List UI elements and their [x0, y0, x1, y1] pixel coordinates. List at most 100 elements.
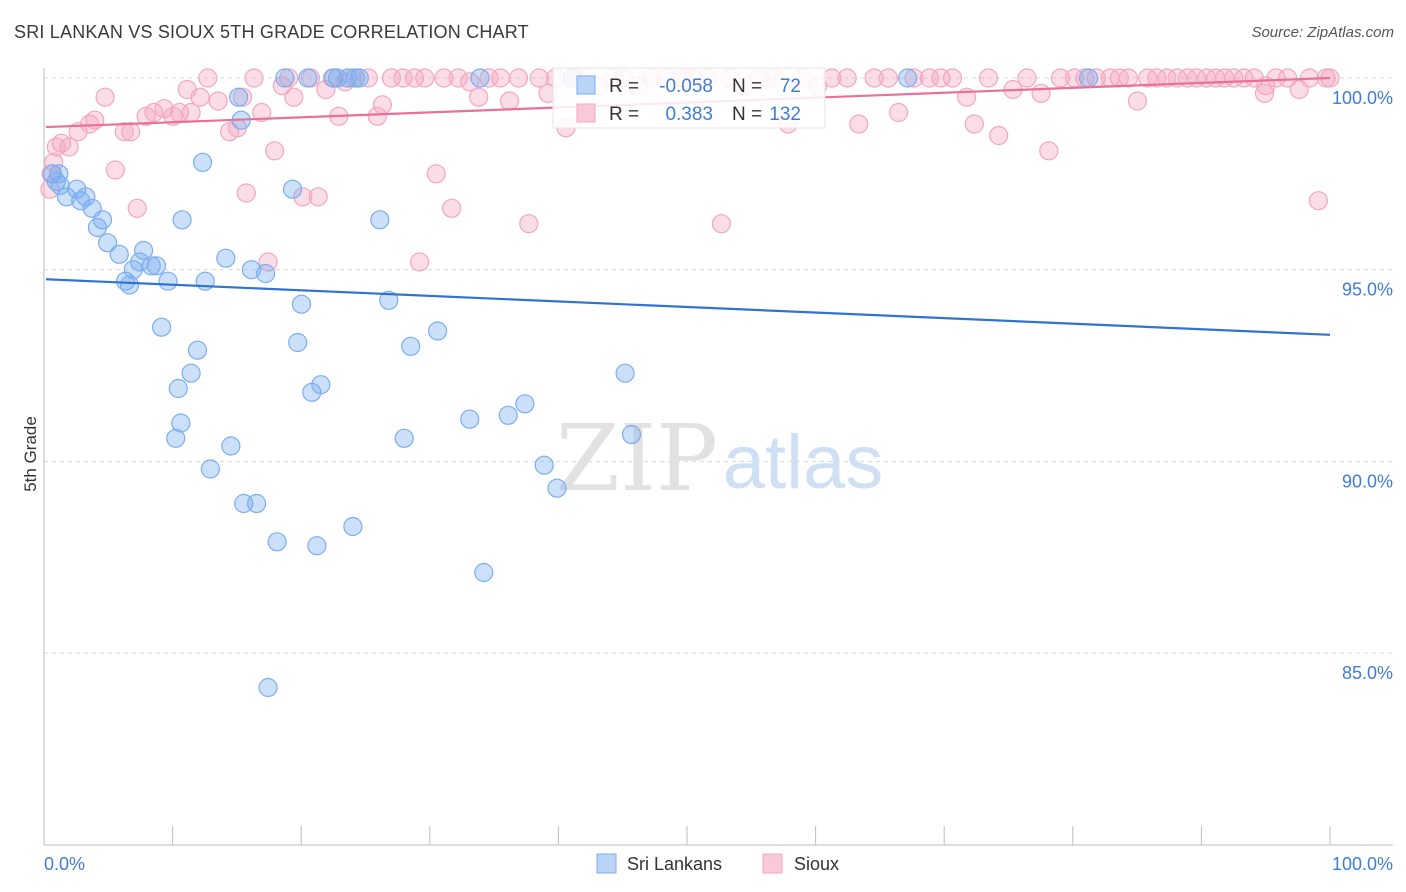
sri-lankans-point: [221, 436, 241, 456]
sioux-point: [252, 102, 272, 123]
sioux-point: [293, 187, 313, 207]
sri-lankans-point: [146, 256, 166, 276]
sri-lankans-point: [166, 428, 186, 448]
sioux-point: [316, 79, 336, 100]
sri-lankans-trend-line: [45, 278, 1331, 336]
sioux-point: [904, 68, 924, 88]
sioux-point: [442, 198, 462, 218]
sri-lankans-point: [256, 263, 276, 284]
sioux-point: [308, 187, 328, 207]
sri-lankans-point: [123, 260, 143, 280]
sri-lankans-point: [338, 68, 358, 88]
sri-lankans-point: [401, 336, 421, 356]
legend-swatch-sri-lankans: [596, 853, 617, 874]
sioux-point: [529, 68, 549, 88]
sri-lankans-point: [92, 210, 113, 230]
sri-lankans-point: [247, 493, 267, 514]
sri-lankans-point: [168, 378, 188, 399]
sri-lankans-point: [258, 677, 278, 698]
sioux-point: [1254, 83, 1275, 103]
sioux-point: [236, 183, 256, 203]
y-tick-label: 85.0%: [1342, 663, 1393, 683]
sioux-point: [460, 72, 480, 92]
sri-lankans-point: [379, 290, 399, 310]
sri-lankans-point: [187, 340, 208, 360]
legend-swatch-sioux: [762, 853, 783, 874]
sri-lankans-point: [470, 68, 490, 88]
sioux-point: [508, 68, 529, 88]
sioux-point: [68, 122, 88, 142]
watermark-atlas: atlas: [723, 420, 884, 505]
axes: [43, 68, 1393, 846]
sioux-point: [499, 91, 520, 111]
sri-lankans-point: [200, 459, 220, 479]
sioux-point: [190, 87, 210, 107]
sri-lankans-point: [97, 233, 118, 253]
sioux-point: [1277, 68, 1298, 88]
sioux-point: [1147, 68, 1167, 88]
sioux-point: [1244, 68, 1264, 88]
sri-lankans-point: [275, 68, 295, 88]
sri-lankans-point: [615, 363, 635, 383]
chart-title: SRI LANKAN VS SIOUX 5TH GRADE CORRELATIO…: [14, 22, 529, 42]
sioux-point: [381, 68, 401, 88]
sri-lankans-point: [298, 68, 318, 88]
stats-r-value-1: -0.058: [659, 76, 713, 97]
sri-lankans-point: [288, 332, 308, 353]
stats-swatch-blue: [576, 75, 596, 95]
grid-lines: [44, 77, 1393, 654]
sri-lankans-point: [282, 179, 303, 199]
sioux-point: [367, 106, 387, 126]
stats-r-label-2: R =: [609, 104, 639, 125]
sioux-point: [434, 68, 454, 88]
sioux-point: [888, 102, 909, 123]
sri-lankans-point: [141, 256, 161, 276]
sri-lankans-point: [515, 394, 535, 414]
sioux-point: [105, 160, 125, 180]
sri-lankans-point: [76, 187, 96, 207]
sioux-point: [878, 68, 898, 88]
sri-lankans-point: [134, 240, 154, 261]
sioux-point: [490, 68, 511, 88]
sioux-point: [837, 68, 857, 88]
sioux-point: [410, 252, 430, 272]
sioux-point: [198, 68, 218, 88]
sioux-point: [244, 68, 264, 88]
sioux-point: [964, 114, 984, 134]
sioux-point: [978, 68, 999, 88]
sri-lankans-point: [158, 271, 178, 291]
sri-lankans-point: [534, 455, 554, 475]
sioux-point: [931, 68, 951, 88]
sri-lankans-point: [498, 405, 518, 425]
stats-r-value-2: 0.383: [665, 104, 713, 125]
sioux-point: [272, 76, 292, 96]
sioux-point: [372, 95, 392, 115]
sri-lankans-point: [307, 536, 327, 556]
sri-lankans-point: [152, 317, 172, 337]
sri-lankans-point: [119, 275, 140, 295]
sri-lankans-point: [181, 363, 201, 383]
sri-lankans-points: [42, 68, 1099, 698]
y-axis-title: 5th Grade: [21, 416, 40, 492]
sri-lankans-point: [241, 260, 261, 280]
sioux-point: [864, 68, 884, 88]
sioux-point: [1127, 91, 1148, 111]
stats-n-value-2: 132: [769, 104, 801, 125]
sri-lankans-point: [1078, 68, 1099, 88]
y-tick-label: 95.0%: [1342, 280, 1393, 300]
x-ticks: [43, 826, 1331, 845]
watermark-zip: ZIP: [556, 405, 718, 512]
sioux-point: [519, 214, 539, 234]
x-tick-label-left: 0.0%: [44, 854, 85, 874]
sioux-point: [404, 68, 425, 88]
sioux-point: [1308, 191, 1329, 211]
sri-lankans-point: [349, 68, 369, 88]
sioux-point: [121, 122, 141, 142]
sioux-point: [265, 141, 285, 161]
sioux-point: [127, 198, 147, 218]
sioux-point: [208, 91, 228, 111]
sioux-point: [1167, 68, 1187, 88]
sioux-point: [1031, 83, 1051, 103]
sri-lankans-point: [311, 375, 331, 395]
sri-lankans-point: [229, 87, 249, 107]
